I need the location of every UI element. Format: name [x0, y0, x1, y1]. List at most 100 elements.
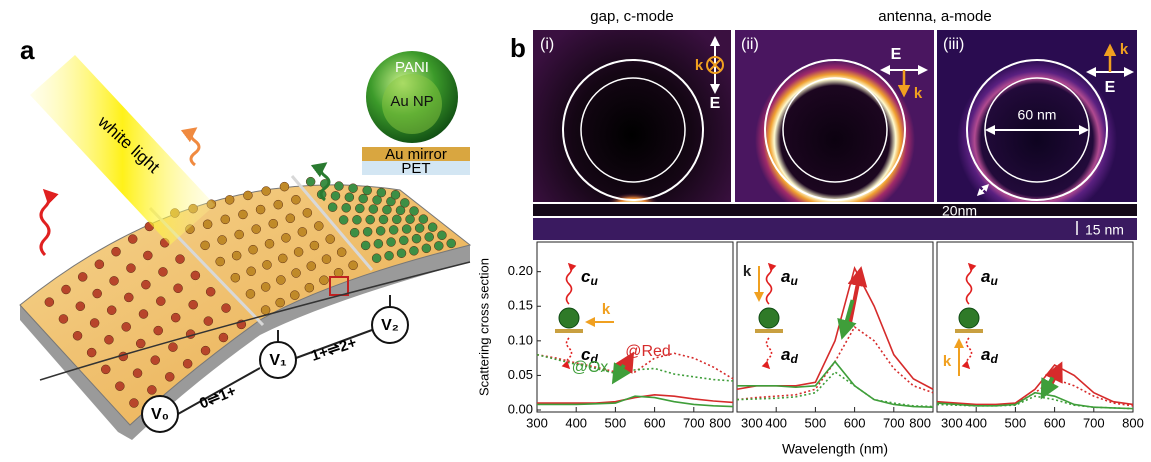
particle — [285, 213, 296, 224]
x-tick-label: 500 — [605, 415, 627, 430]
y-tick-label: 0.10 — [508, 332, 533, 347]
inset-wave — [965, 262, 977, 305]
particle — [202, 219, 213, 230]
substrate — [362, 161, 470, 175]
transition-label: 0⇌1+ — [197, 382, 239, 412]
shell-outline — [764, 59, 906, 201]
particle — [434, 241, 444, 251]
particle — [327, 202, 338, 212]
x-tick-label: 500 — [1005, 415, 1027, 430]
particle — [106, 305, 117, 315]
particle — [348, 260, 358, 271]
particle — [373, 238, 384, 249]
particle — [333, 268, 344, 278]
particle — [173, 283, 183, 294]
x-tick-label: 400 — [565, 415, 587, 430]
particle — [262, 260, 272, 270]
particle — [405, 214, 415, 224]
y-tick-label: 0.15 — [508, 298, 533, 313]
particle — [246, 266, 256, 277]
inset-subscript: d — [990, 352, 998, 366]
particle — [409, 206, 419, 216]
particle — [421, 243, 432, 254]
inset-symbol: c — [581, 267, 591, 286]
particle — [111, 246, 121, 257]
shift-arrow — [611, 362, 631, 385]
particle — [135, 338, 146, 349]
particle — [215, 256, 225, 267]
particle — [375, 226, 386, 236]
particle — [355, 203, 365, 214]
y-tick-label: 0.05 — [508, 367, 533, 382]
particle — [360, 240, 371, 251]
particle — [336, 247, 347, 257]
inset-label: au — [781, 267, 798, 288]
y-tick-label: 0.20 — [508, 263, 533, 278]
scatter-wave — [39, 188, 59, 257]
dimension-label: 15 nm — [1085, 222, 1124, 238]
map-label: (iii) — [943, 36, 964, 53]
inset-symbol: a — [981, 267, 990, 286]
inset-subscript: u — [790, 274, 798, 288]
particle — [362, 185, 372, 196]
particle — [109, 276, 119, 286]
particle — [290, 290, 300, 300]
line-series — [736, 370, 934, 408]
inset-wave — [565, 262, 577, 305]
core-outline — [782, 77, 888, 183]
particle — [409, 246, 419, 256]
x-tick-label: 300 — [526, 415, 548, 430]
particle — [305, 176, 316, 187]
particle — [382, 204, 392, 215]
particle — [302, 208, 313, 218]
particle — [92, 288, 102, 299]
particle — [156, 296, 166, 306]
particle — [368, 204, 379, 214]
field-label: E — [891, 46, 902, 63]
particle — [268, 218, 279, 229]
inset-mirror — [755, 329, 783, 333]
k-label: k — [602, 301, 611, 318]
particle — [276, 275, 286, 285]
particle — [260, 282, 271, 292]
particle — [414, 223, 425, 233]
k-label: k — [695, 57, 704, 74]
panel-label: a — [20, 35, 35, 65]
particle — [384, 250, 394, 261]
particle — [248, 244, 258, 255]
x-tick-label: 300 — [941, 415, 963, 430]
wire — [39, 261, 471, 381]
particle — [376, 187, 387, 198]
inset-label: cu — [581, 267, 598, 288]
plots: 300 400 500 600 700 8000.000.050.100.150.20Sc… — [476, 241, 1144, 457]
particle — [143, 250, 153, 261]
dimension-label: 60 nm — [1018, 107, 1057, 123]
particle — [334, 181, 344, 191]
x-tick-label: 600 — [1044, 415, 1066, 430]
x-tick-label: 300 — [741, 415, 763, 430]
particle — [182, 358, 193, 369]
particle — [72, 331, 83, 341]
electrode — [259, 341, 297, 379]
particle — [386, 196, 396, 207]
particle — [306, 261, 317, 271]
electrode — [141, 395, 179, 433]
particle — [279, 181, 290, 192]
inset-subscript: d — [790, 352, 798, 366]
substrate-layer — [533, 218, 1137, 240]
particle — [75, 301, 86, 311]
inset-subscript: u — [990, 274, 998, 288]
particle — [344, 192, 355, 202]
k-symbol — [706, 56, 724, 74]
x-tick-label: 800 — [909, 415, 931, 430]
particle — [273, 199, 283, 210]
inset-symbol: c — [581, 345, 591, 364]
annotation: @Red — [625, 343, 671, 360]
particle — [251, 224, 261, 234]
panel-b: b gap, c-mode antenna, a-mode (i) (ii) (… — [510, 8, 1137, 240]
particle — [321, 254, 332, 264]
core-outline — [580, 77, 686, 183]
particle — [400, 198, 410, 208]
particle — [275, 297, 285, 308]
inset-wave — [961, 337, 973, 370]
